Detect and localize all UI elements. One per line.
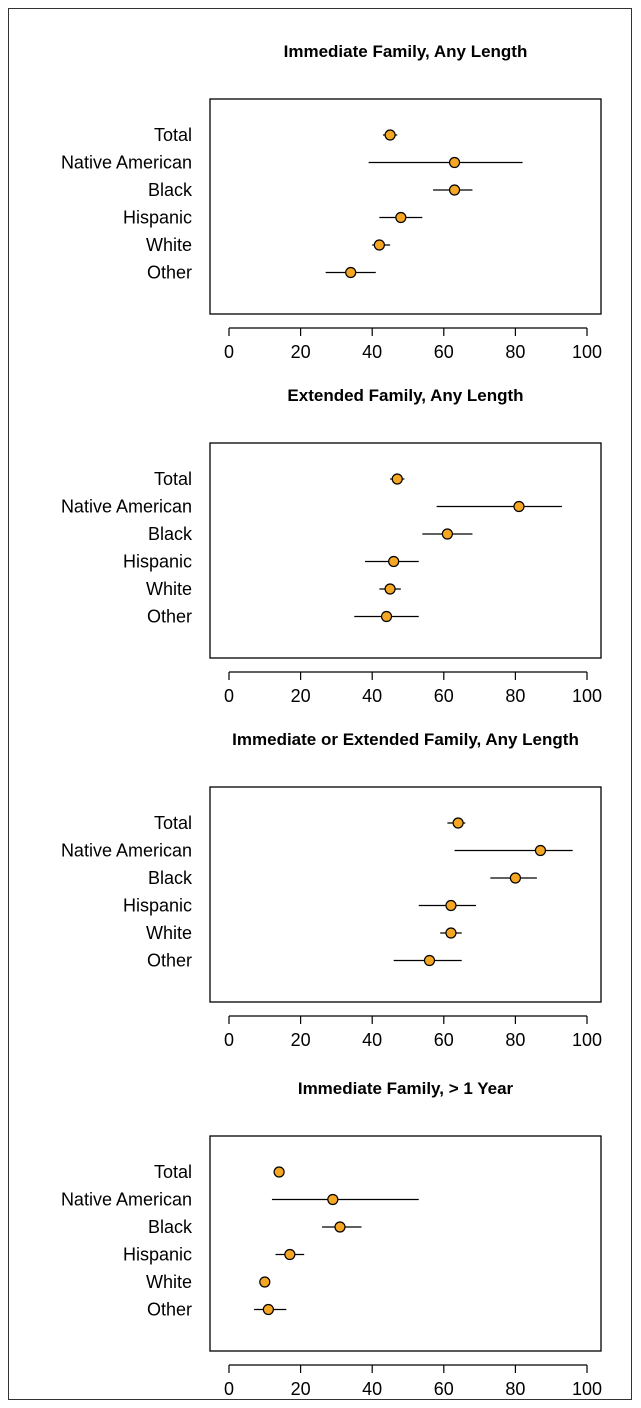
data-point [452,817,464,829]
x-tick-label: 0 [224,1030,234,1050]
x-tick-label: 40 [362,1379,382,1399]
x-tick-label: 100 [572,342,602,362]
panel-title: Extended Family, Any Length [287,386,523,405]
category-label: White [146,1272,192,1292]
category-label: White [146,235,192,255]
category-label: Native American [61,153,192,173]
x-tick-label: 40 [362,342,382,362]
category-label: Hispanic [123,208,192,228]
data-point [513,500,525,513]
category-label: Total [154,469,192,489]
x-tick-label: 20 [291,686,311,706]
x-tick-label: 20 [291,342,311,362]
x-tick-label: 60 [434,686,454,706]
category-label: Other [147,1300,192,1320]
x-tick-label: 100 [572,686,602,706]
data-point [259,1276,271,1288]
category-label: Total [154,1162,192,1182]
panel-title: Immediate or Extended Family, Any Length [232,730,579,749]
category-label: Hispanic [123,552,192,572]
x-tick-label: 60 [434,1030,454,1050]
x-tick-label: 40 [362,1030,382,1050]
data-point [327,1193,339,1206]
data-point [445,927,457,939]
data-point [373,239,385,251]
x-tick-label: 40 [362,686,382,706]
category-label: Hispanic [123,1245,192,1265]
category-label: Hispanic [123,896,192,916]
data-point [273,1166,285,1178]
x-tick-label: 100 [572,1030,602,1050]
data-point [380,610,393,623]
panel-title: Immediate Family, > 1 Year [298,1079,514,1098]
x-tick-label: 20 [291,1030,311,1050]
x-tick-label: 80 [505,686,525,706]
x-tick-label: 0 [224,1379,234,1399]
data-point [391,473,403,485]
category-label: Black [148,180,193,200]
category-label: White [146,579,192,599]
category-label: White [146,923,192,943]
category-label: Other [147,951,192,971]
figure-frame [8,8,632,1400]
plot-box [209,98,602,315]
data-point [423,954,436,967]
x-tick-label: 80 [505,1379,525,1399]
data-point [388,555,400,568]
data-point [509,872,522,884]
data-point [284,1248,296,1261]
x-tick-label: 0 [224,686,234,706]
x-tick-label: 20 [291,1379,311,1399]
x-tick-label: 60 [434,342,454,362]
data-point [441,528,453,540]
data-point [448,156,461,169]
plot-box [209,786,602,1003]
x-tick-label: 80 [505,342,525,362]
category-label: Native American [61,1190,192,1210]
category-label: Total [154,813,192,833]
category-label: Black [148,868,193,888]
data-point [345,266,357,279]
category-label: Native American [61,497,192,517]
data-point [334,1221,346,1233]
x-tick-label: 100 [572,1379,602,1399]
panel-title: Immediate Family, Any Length [284,42,528,61]
category-label: Native American [61,841,192,861]
x-tick-label: 0 [224,342,234,362]
category-label: Black [148,1217,193,1237]
x-tick-label: 60 [434,1379,454,1399]
category-label: Total [154,125,192,145]
data-point [262,1303,274,1316]
data-point [384,583,396,595]
category-label: Other [147,607,192,627]
category-label: Black [148,524,193,544]
data-point [534,844,547,857]
plot-box [209,1135,602,1352]
x-tick-label: 80 [505,1030,525,1050]
data-point [384,129,396,141]
data-point [445,899,457,912]
data-point [395,211,407,224]
data-point [448,184,461,196]
plot-box [209,442,602,659]
category-label: Other [147,263,192,283]
